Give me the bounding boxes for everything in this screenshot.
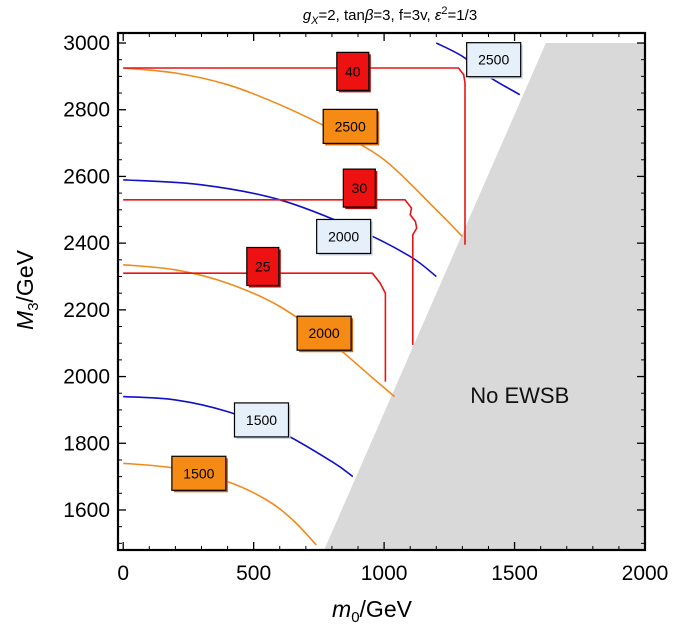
fine-tuning-contour-25 xyxy=(123,272,387,382)
svg-text:40: 40 xyxy=(345,63,361,79)
y-tick-label: 2200 xyxy=(63,299,110,322)
stop-mass-contour-2000 xyxy=(123,264,396,398)
svg-text:2000: 2000 xyxy=(309,325,340,341)
y-tick-label: 2000 xyxy=(63,366,110,389)
stop-mass-label-1500: 1500 xyxy=(171,455,228,493)
y-tick-label: 2400 xyxy=(63,232,110,255)
svg-text:1500: 1500 xyxy=(183,465,214,481)
svg-text:2000: 2000 xyxy=(328,228,359,244)
axis-ticks-layer: 0 500 1000 1500 2000 1600 1800 2000 2200 2400 2600… xyxy=(63,32,668,585)
fine-tuning-label-40: 40 xyxy=(336,51,371,93)
x-tick-label: 500 xyxy=(236,562,271,585)
svg-text:2500: 2500 xyxy=(478,52,509,68)
y-tick-label: 3000 xyxy=(63,32,110,55)
x-tick-label: 2000 xyxy=(622,562,669,585)
svg-text:30: 30 xyxy=(352,180,368,196)
fine-tuning-contour-30 xyxy=(123,199,418,345)
x-axis-title: m0/GeV xyxy=(332,596,413,626)
x-tick-label: 0 xyxy=(117,562,129,585)
stop-mass-label-2500: 2500 xyxy=(322,108,380,146)
y-axis-title: M3/GeV xyxy=(12,249,42,330)
fine-tuning-label-25: 25 xyxy=(246,246,281,288)
no-ewsb-label: No EWSB xyxy=(470,383,569,408)
no-ewsb-region xyxy=(324,43,645,550)
y-tick-label: 1600 xyxy=(63,499,110,522)
gluino-mass-label-2000: 2000 xyxy=(316,218,373,256)
stop-mass-label-2000: 2000 xyxy=(296,315,354,353)
fine-tuning-label-30: 30 xyxy=(342,168,378,210)
svg-text:1500: 1500 xyxy=(246,412,277,428)
svg-text:25: 25 xyxy=(255,258,271,274)
y-tick-label: 2600 xyxy=(63,165,110,188)
svg-text:2500: 2500 xyxy=(335,118,366,134)
y-tick-label: 2800 xyxy=(63,99,110,122)
stop-mass-contour-2500 xyxy=(123,67,463,238)
contour-labels-layer: 1500 2000 2500 1500 2000 2500 25 30 40 xyxy=(171,42,523,493)
x-tick-label: 1500 xyxy=(491,562,538,585)
y-tick-label: 1800 xyxy=(63,432,110,455)
plot-frame xyxy=(116,31,647,552)
gluino-mass-label-2500: 2500 xyxy=(466,42,523,79)
chart-title: gX=2, tanβ=3, f=3v, ε2=1/3 xyxy=(303,5,477,27)
gluino-mass-label-1500: 1500 xyxy=(233,402,291,439)
no-ewsb-region-layer: No EWSB xyxy=(324,43,645,550)
stop-mass-contour-1500 xyxy=(123,462,317,546)
gluino-mass-contour-2000 xyxy=(123,179,437,278)
x-tick-label: 1000 xyxy=(361,562,408,585)
